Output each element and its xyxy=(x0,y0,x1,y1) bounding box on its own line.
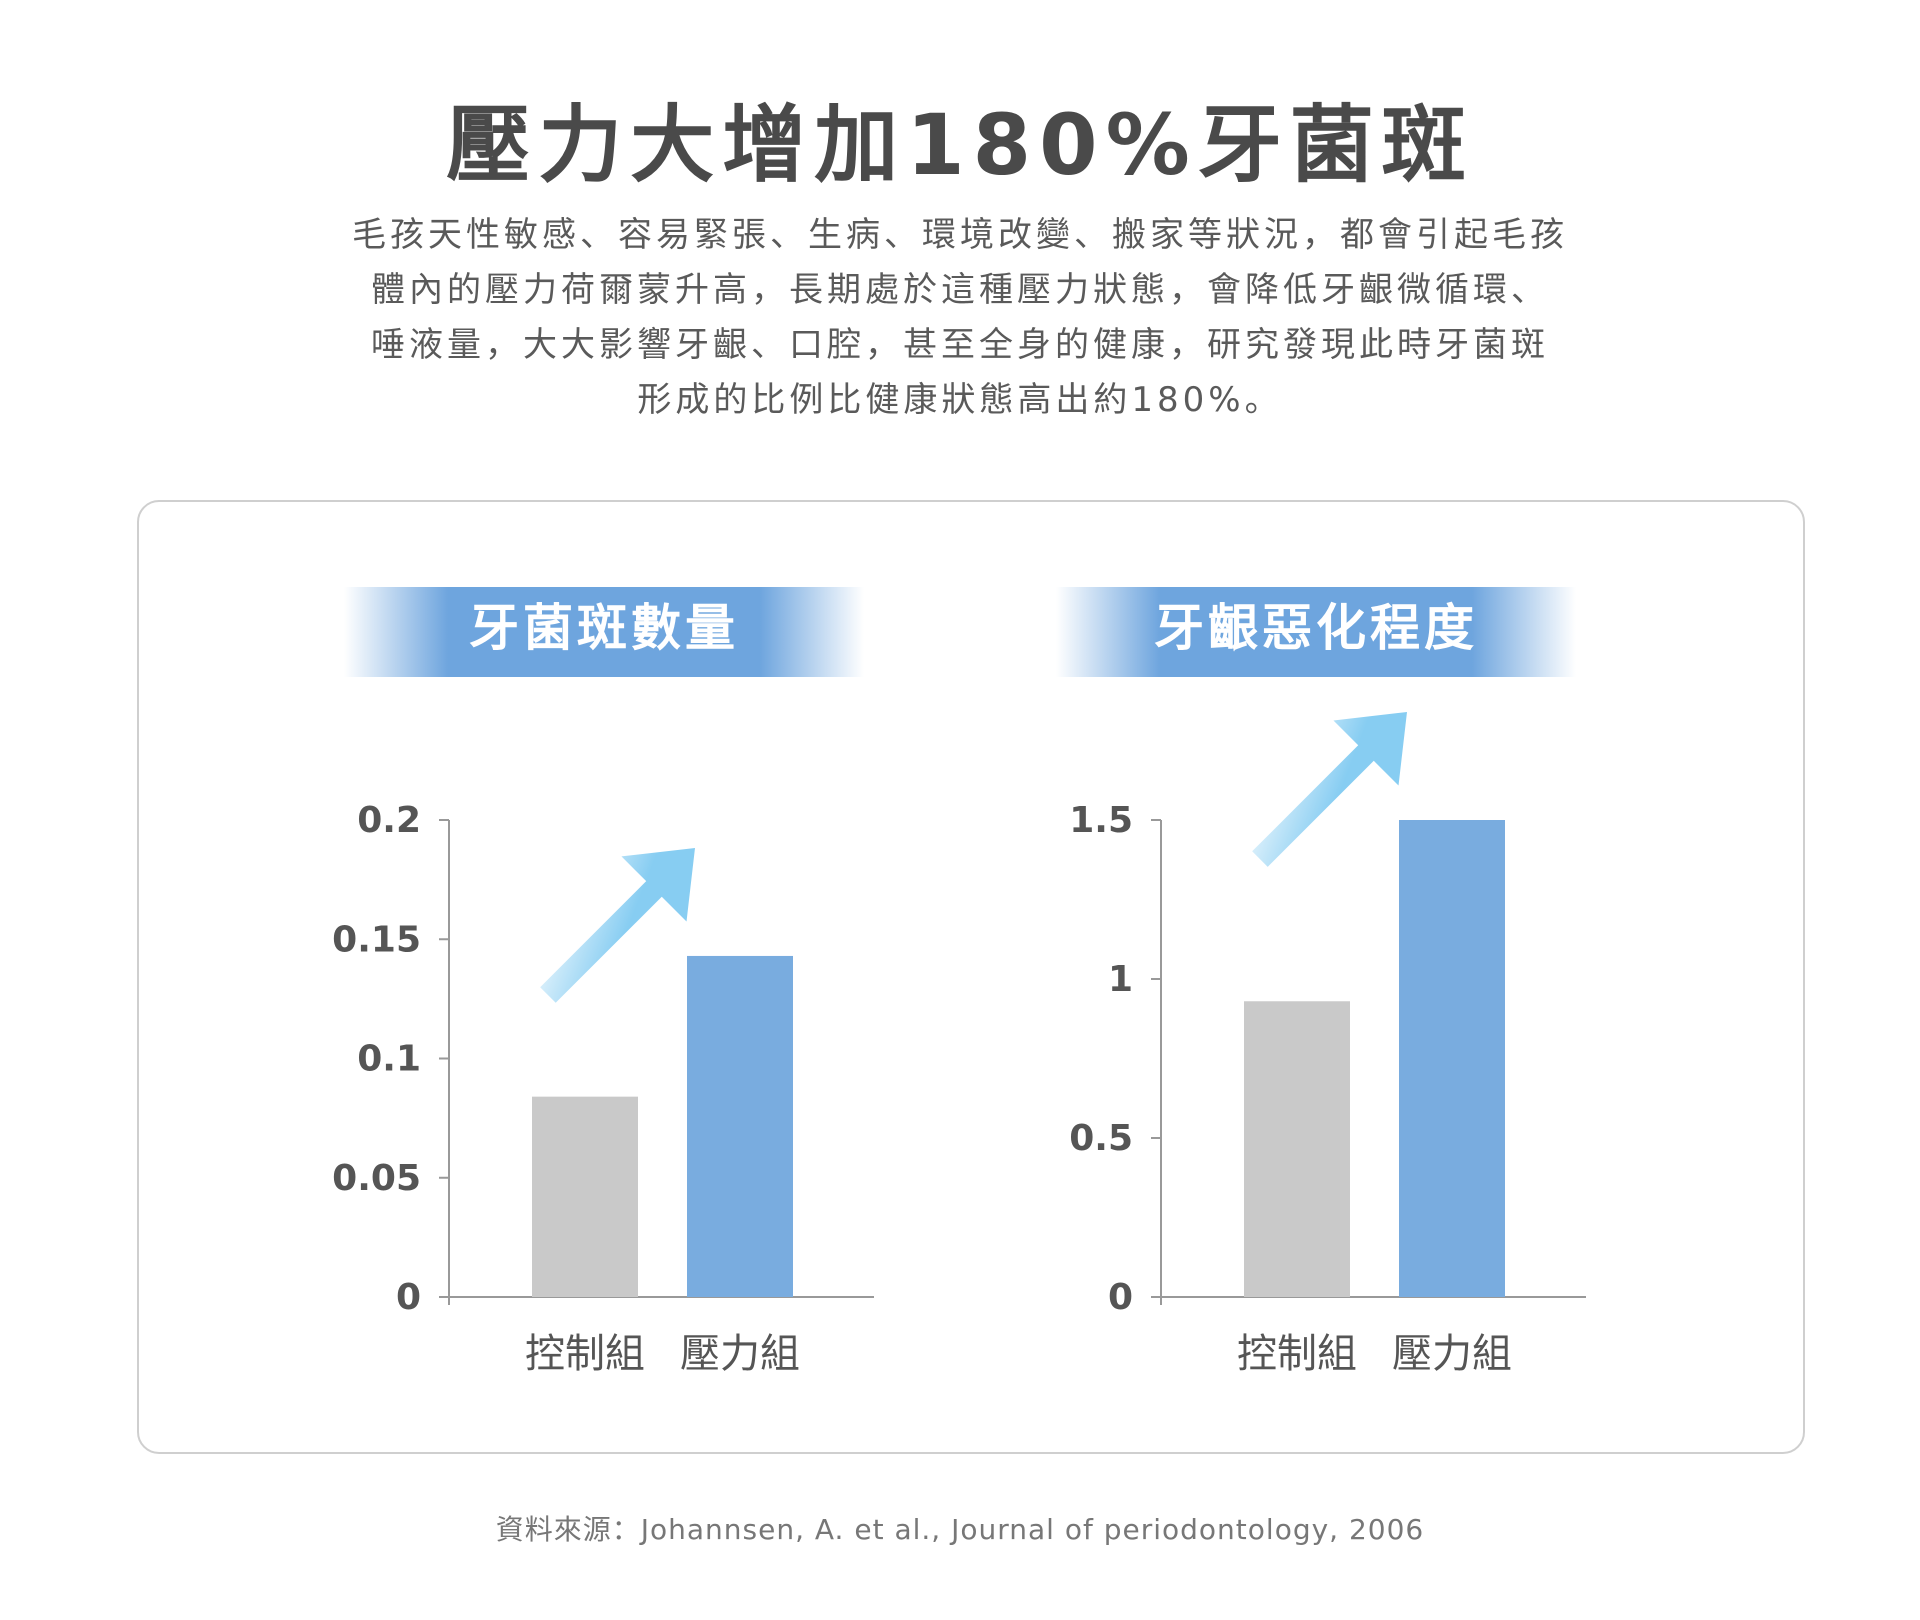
intro-line: 形成的比例比健康狀態高出約180%。 xyxy=(637,380,1283,420)
y-tick-label: 0 xyxy=(1108,1277,1133,1318)
bar-stress xyxy=(1399,820,1505,1297)
trend-arrow-icon xyxy=(1252,712,1407,867)
bar-control xyxy=(532,1096,638,1297)
y-tick-label: 0.5 xyxy=(1069,1118,1133,1159)
chart-svg: 牙齦惡化程度 0 0.5 1 1.5 控制組 壓力組 xyxy=(1056,587,1586,1377)
chart-title-banner xyxy=(1056,587,1576,677)
x-tick-label: 壓力組 xyxy=(680,1331,800,1377)
chart-title: 牙菌斑數量 xyxy=(469,599,739,657)
y-tick-label: 1.5 xyxy=(1069,800,1133,841)
page-title: 壓力大增加180%牙菌斑 xyxy=(446,96,1474,194)
y-tick-label: 0 xyxy=(396,1277,421,1318)
trend-arrow-icon xyxy=(540,847,695,1003)
plaque-chart: 牙菌斑數量 0 0.05 0.1 0.15 0.2 控制組 壓力組 xyxy=(139,502,874,1456)
chart-panel: 牙菌斑數量 0 0.05 0.1 0.15 0.2 控制組 壓力組 牙齦惡化程度 0 0.5 1 1.… xyxy=(137,500,1805,1454)
y-tick-label: 0.1 xyxy=(357,1039,421,1080)
chart-title: 牙齦惡化程度 xyxy=(1154,599,1478,657)
chart-title-banner xyxy=(344,587,864,677)
source-citation: 資料來源：Johannsen, A. et al., Journal of pe… xyxy=(495,1513,1425,1546)
x-tick-label: 控制組 xyxy=(525,1331,645,1377)
bar-control xyxy=(1244,1001,1350,1297)
intro-text: 毛孩天性敏感、容易緊張、生病、環境改變、搬家等狀況，都會引起毛孩 體內的壓力荷爾… xyxy=(330,208,1590,428)
intro-line: 體內的壓力荷爾蒙升高，長期處於這種壓力狀態，會降低牙齦微循環、 xyxy=(371,270,1549,310)
chart-svg: 牙菌斑數量 0 0.05 0.1 0.15 0.2 控制組 壓力組 xyxy=(332,587,874,1377)
gum-chart: 牙齦惡化程度 0 0.5 1 1.5 控制組 壓力組 xyxy=(851,502,1586,1456)
y-tick-label: 0.05 xyxy=(332,1158,421,1199)
intro-line: 毛孩天性敏感、容易緊張、生病、環境改變、搬家等狀況，都會引起毛孩 xyxy=(352,215,1568,255)
y-tick-label: 1 xyxy=(1108,959,1133,1000)
y-tick-label: 0.15 xyxy=(332,919,421,960)
intro-line: 唾液量，大大影響牙齦、口腔，甚至全身的健康，研究發現此時牙菌斑 xyxy=(371,325,1549,365)
y-tick-label: 0.2 xyxy=(357,800,421,841)
bar-stress xyxy=(687,955,793,1297)
x-tick-label: 壓力組 xyxy=(1392,1331,1512,1377)
x-tick-label: 控制組 xyxy=(1237,1331,1357,1377)
